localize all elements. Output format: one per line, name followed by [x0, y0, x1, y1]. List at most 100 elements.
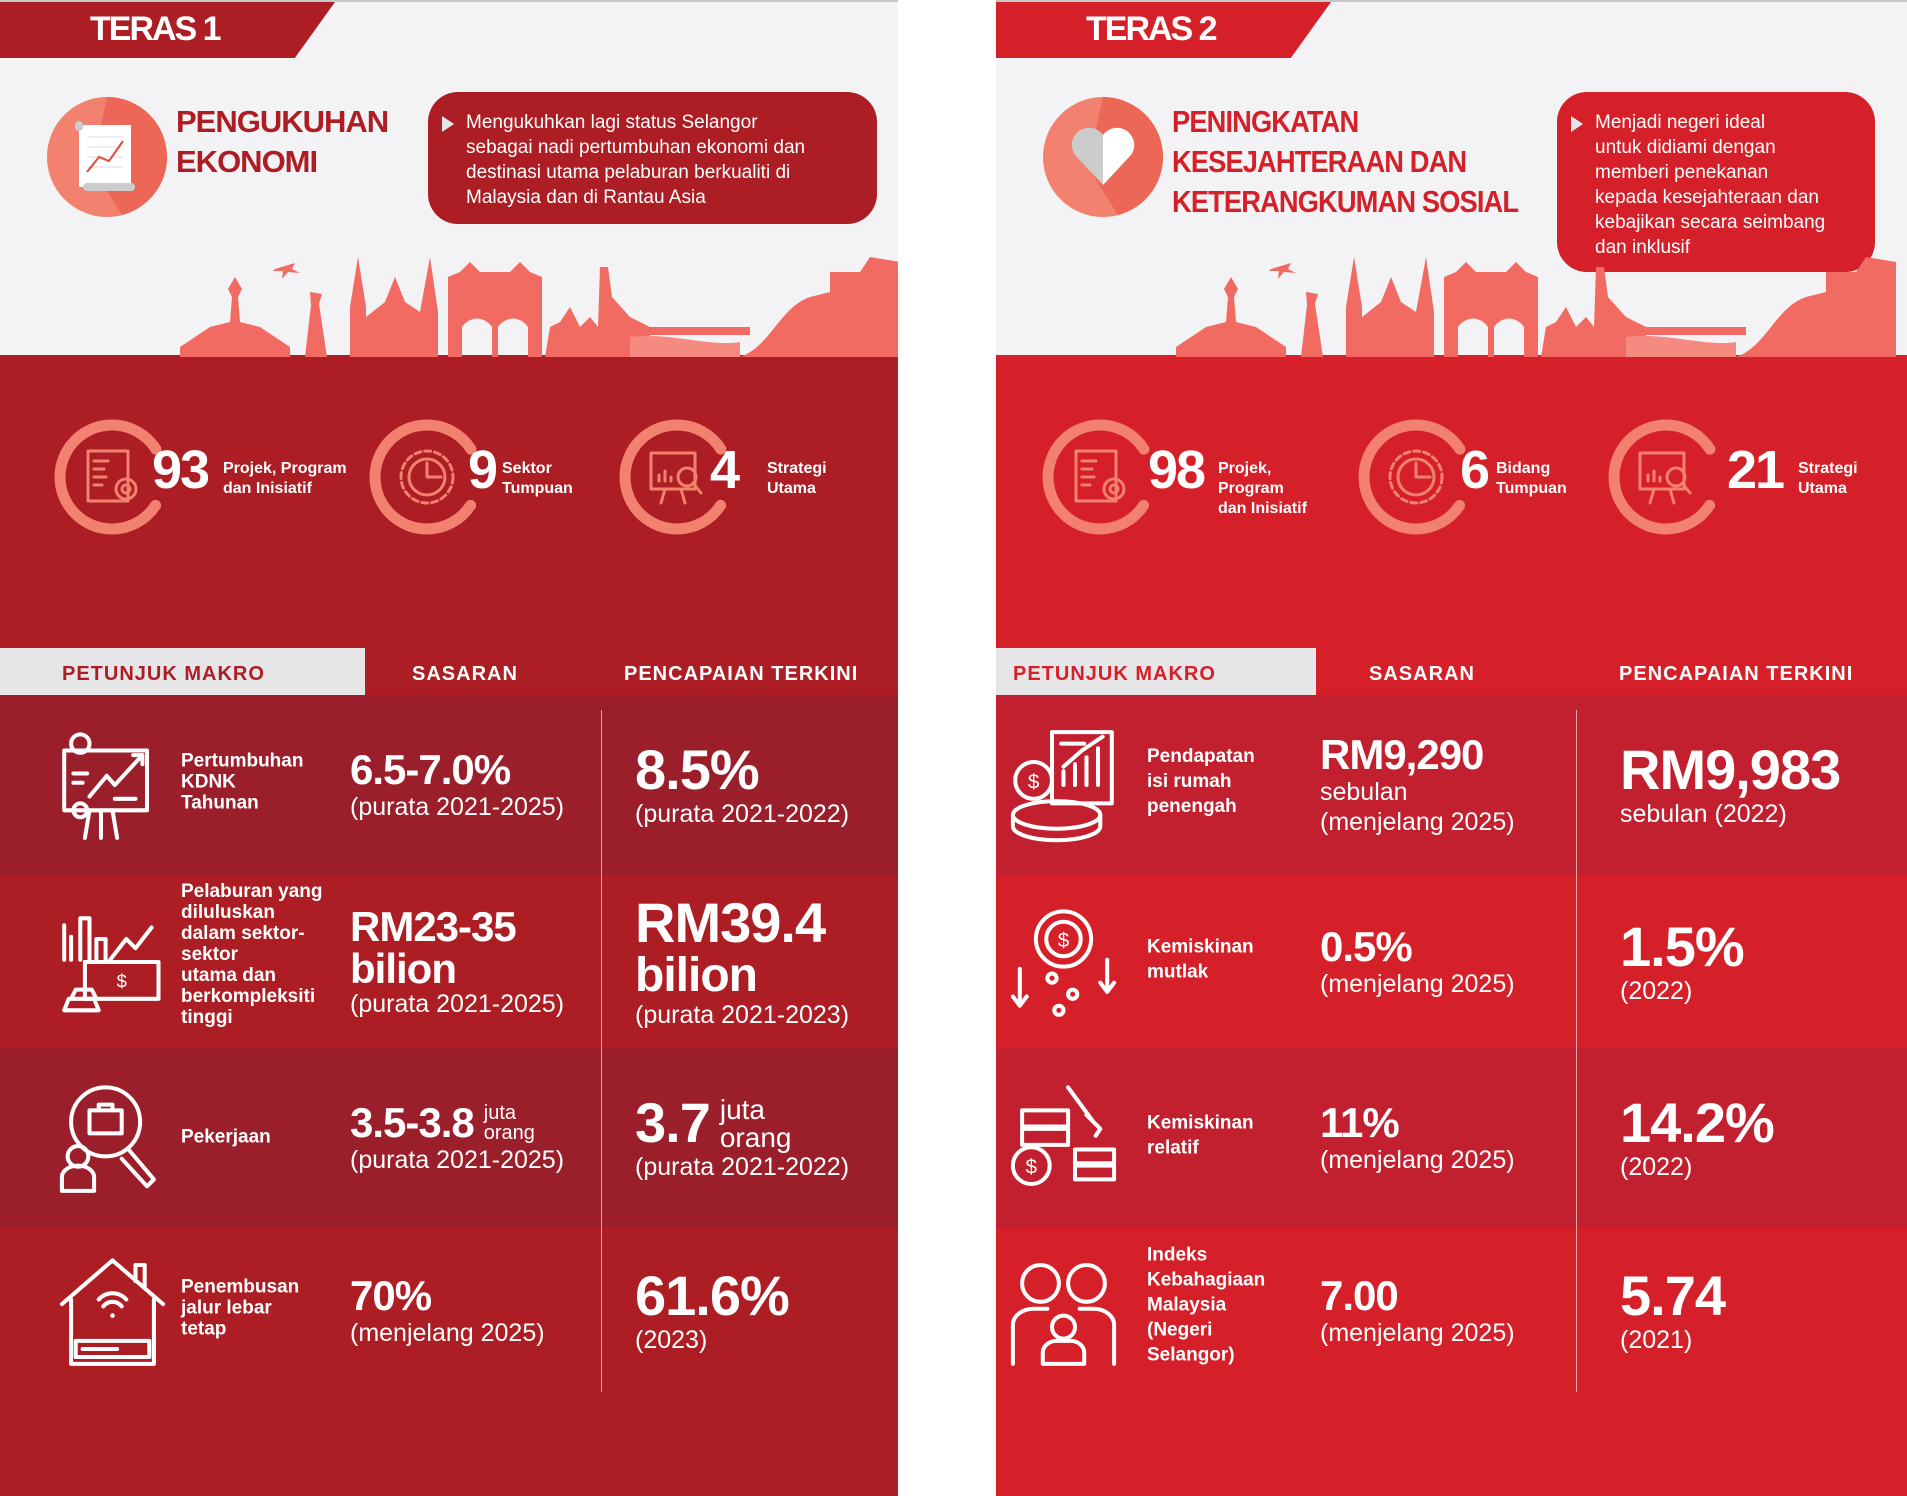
indicator-table: $ Pendapatan isi rumah penengah RM9,290 … — [996, 695, 1907, 1393]
growth-board-icon — [55, 728, 170, 843]
stat-label: Strategi Utama — [767, 460, 827, 497]
target-cell: RM23-35 bilion (purata 2021-2025) — [350, 875, 564, 1048]
table-header: PETUNJUK MAKRO SASARAN PENCAPAIAN TERKIN… — [0, 648, 898, 695]
column-divider — [1576, 710, 1577, 1392]
svg-text:$: $ — [117, 970, 127, 991]
svg-text:$: $ — [1026, 1156, 1038, 1179]
achieved-note: (2022) — [1620, 1153, 1693, 1181]
indicator-label: Kemiskinan relatif — [1147, 1112, 1254, 1159]
target-cell: 0.5% (menjelang 2025) — [1320, 875, 1515, 1048]
table-header: PETUNJUK MAKRO SASARAN PENCAPAIAN TERKIN… — [996, 648, 1907, 695]
achieved-value: 14.2% — [1620, 1091, 1775, 1154]
indicator-label: Penembusan jalur lebar tetap — [181, 1275, 300, 1339]
header-sasaran: SASARAN — [1369, 663, 1475, 685]
achieved-note: (2022) — [1620, 976, 1693, 1005]
selangor-skyline-illustration — [1176, 257, 1896, 357]
achieved-note: (2023) — [635, 1325, 708, 1354]
stat-label: Strategi Utama — [1798, 460, 1858, 497]
stat-label: Projek, Program dan Inisiatif — [223, 460, 347, 497]
ring-icon — [619, 419, 735, 535]
target-note: (purata 2021-2025) — [350, 989, 565, 1018]
teras-tab-label: TERAS 1 — [90, 10, 222, 48]
achieved-value-suffix: bilion — [635, 948, 758, 1002]
indicator-label: Kemiskinan mutlak — [1147, 936, 1254, 982]
stat-item: 21 Strategi Utama — [1604, 415, 1904, 535]
stat-item: 9 Sektor Tumpuan — [365, 415, 665, 535]
economic-chart-scroll-icon — [47, 97, 167, 217]
header-label: PETUNJUK MAKRO — [62, 663, 265, 685]
achieved-cell: RM9,983 sebulan (2022) — [1620, 695, 1841, 875]
achieved-value: RM9,983 — [1620, 738, 1841, 801]
achieved-value: 5.74 — [1620, 1263, 1726, 1327]
achieved-cell: 61.6% (2023) — [635, 1228, 790, 1393]
presentation-magnifier-icon — [645, 445, 709, 509]
document-gear-icon — [80, 445, 144, 509]
target-note: (menjelang 2025) — [350, 1318, 545, 1347]
target-value: 6.5-7.0% — [350, 746, 511, 793]
achieved-cell: 1.5% (2022) — [1620, 875, 1745, 1048]
job-search-icon — [55, 1081, 170, 1196]
achieved-note: (purata 2021-2023) — [635, 1000, 850, 1029]
teras-tab-label: TERAS 2 — [1086, 10, 1218, 48]
target-value: 7.00 — [1320, 1271, 1399, 1319]
teras-panel-2: TERAS 2 PENINGKATAN KESEJAHTERAAN DAN KE… — [996, 0, 1907, 1496]
stat-value: 21 — [1727, 440, 1785, 500]
achieved-value: RM39.4 — [635, 890, 826, 954]
column-divider — [601, 710, 602, 1392]
stat-label: Projek, Program dan Inisiatif — [1218, 460, 1307, 517]
target-cell: 6.5-7.0% (purata 2021-2025) — [350, 695, 564, 875]
header-pencapaian-terkini: PENCAPAIAN TERKINI — [1619, 663, 1854, 685]
target-cell: 7.00 (menjelang 2025) — [1320, 1228, 1515, 1393]
target-value: 11% — [1320, 1099, 1400, 1146]
play-bullet-icon — [1571, 116, 1583, 132]
target-note: (purata 2021-2025) — [350, 793, 565, 821]
stat-value: 9 — [468, 440, 498, 500]
achieved-value: 61.6% — [635, 1263, 790, 1327]
stat-value: 98 — [1148, 440, 1206, 500]
teras-description: Menjadi negeri ideal untuk didiami denga… — [1595, 112, 1826, 258]
table-row: $ Kemiskinan relatif 11% (menjelang 2025… — [996, 1048, 1907, 1228]
indicator-label: Pertumbuhan KDNK Tahunan — [181, 750, 304, 814]
svg-text:$: $ — [1028, 770, 1040, 793]
gear-pie-chart-icon — [1384, 445, 1448, 509]
stat-label: Bidang Tumpuan — [1496, 460, 1567, 497]
stat-item: 93 Projek, Program dan Inisiatif — [50, 415, 350, 535]
achieved-cell: 8.5% (purata 2021-2022) — [635, 695, 849, 875]
target-note: (purata 2021-2025) — [350, 1146, 565, 1174]
achieved-note: (purata 2021-2022) — [635, 800, 850, 828]
target-note: (menjelang 2025) — [1320, 1318, 1515, 1347]
teras-description-box: Mengukuhkan lagi status Selangor sebagai… — [428, 92, 877, 224]
target-value: RM9,290 — [1320, 731, 1484, 778]
heart-icon — [1043, 97, 1163, 217]
target-value: 70% — [350, 1271, 432, 1319]
teras-panel-1: TERAS 1 PENGUKUHAN EKONOMI Mengukuhkan l… — [0, 0, 898, 1496]
header-area: TERAS 2 PENINGKATAN KESEJAHTERAAN DAN KE… — [996, 0, 1907, 357]
achieved-cell: 14.2% (2022) — [1620, 1048, 1775, 1228]
achieved-unit: juta orang — [719, 1094, 792, 1153]
achieved-cell: 5.74 (2021) — [1620, 1228, 1726, 1393]
falling-coin-icon: $ — [1006, 904, 1121, 1019]
header-petunjuk-makro: PETUNJUK MAKRO — [0, 648, 365, 695]
ring-icon — [369, 419, 485, 535]
table-row: $ Pelaburan yang diluluskan dalam sektor… — [0, 875, 898, 1048]
table-row: $ Pendapatan isi rumah penengah RM9,290 … — [996, 695, 1907, 875]
indicator-table: Pertumbuhan KDNK Tahunan 6.5-7.0% (purat… — [0, 695, 898, 1393]
stat-item: 98 Projek, Program dan Inisiatif — [1038, 415, 1338, 535]
table-row: Pertumbuhan KDNK Tahunan 6.5-7.0% (purat… — [0, 695, 898, 875]
header-label: PETUNJUK MAKRO — [1013, 663, 1216, 685]
stat-value: 6 — [1460, 440, 1490, 500]
investment-money-icon: $ — [55, 904, 170, 1019]
table-row: Indeks Kebahagiaan Malaysia (Negeri Sela… — [996, 1228, 1907, 1393]
indicator-label: Indeks Kebahagiaan Malaysia (Negeri Sela… — [1147, 1243, 1266, 1365]
target-value-suffix: bilion — [350, 944, 457, 992]
achieved-value: 8.5% — [635, 738, 760, 801]
indicator-label: Pelaburan yang diluluskan dalam sektor- … — [181, 880, 323, 1028]
stat-value: 93 — [152, 440, 210, 500]
presentation-magnifier-icon — [1634, 445, 1698, 509]
target-note: sebulan (menjelang 2025) — [1320, 778, 1515, 836]
target-cell: RM9,290 sebulan (menjelang 2025) — [1320, 695, 1515, 875]
header-petunjuk-makro: PETUNJUK MAKRO — [996, 648, 1316, 695]
achieved-note: (purata 2021-2022) — [635, 1153, 850, 1181]
teras-title: PENGUKUHAN EKONOMI — [176, 104, 389, 179]
coins-hammer-icon: $ — [1006, 1081, 1121, 1196]
